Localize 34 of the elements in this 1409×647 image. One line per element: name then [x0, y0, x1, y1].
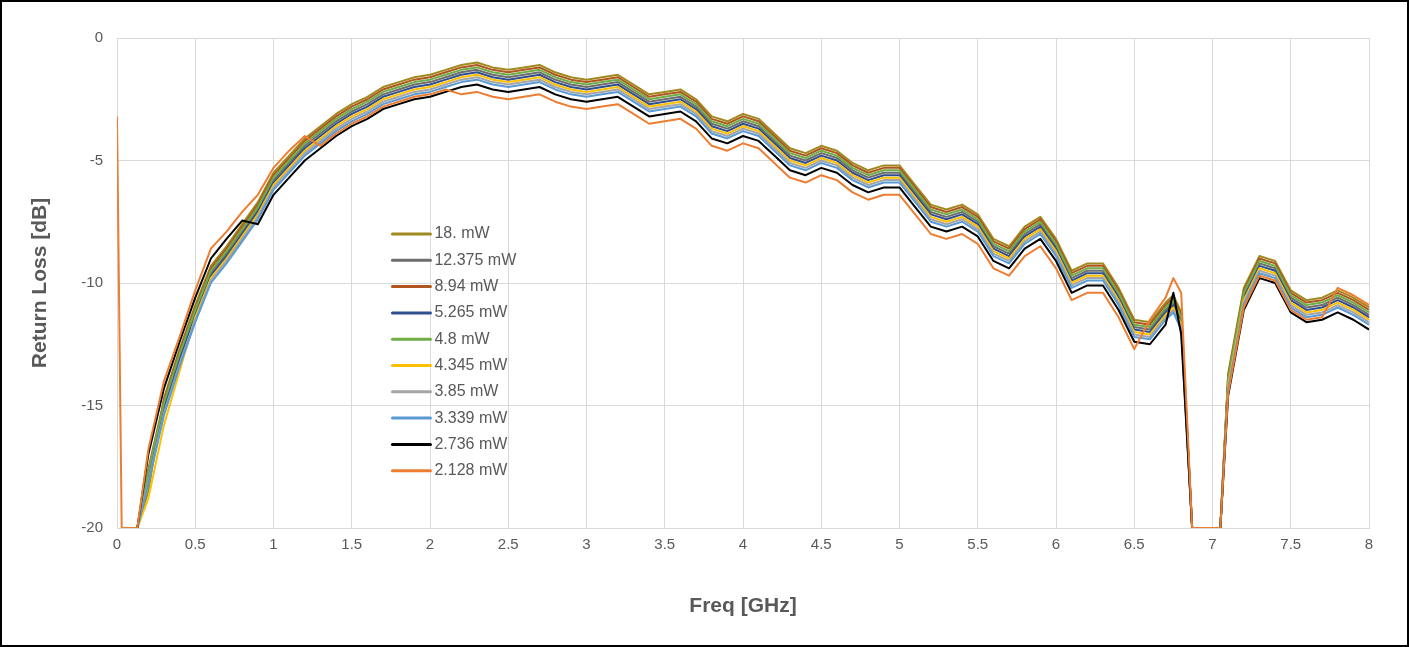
x-tick-label: 7 [1208, 535, 1217, 553]
x-tick-label: 0.5 [184, 535, 206, 553]
x-tick-label: 4.5 [810, 535, 832, 553]
y-tick-label: -15 [81, 395, 103, 413]
x-tick-label: 3.5 [654, 535, 676, 553]
x-tick-label: 6 [1051, 535, 1061, 553]
x-axis-title: Freq [GHz] [689, 593, 797, 617]
legend-label: 4.345 mW [434, 355, 509, 373]
x-tick-label: 4 [738, 535, 748, 553]
y-tick-label: -5 [89, 150, 103, 168]
x-tick-label: 2.5 [497, 535, 519, 553]
x-tick-label: 2 [425, 535, 435, 553]
y-tick-label: -20 [81, 518, 103, 536]
x-tick-label: 0 [112, 535, 122, 553]
legend-label: 3.85 mW [434, 382, 500, 400]
legend-label: 12.375 mW [434, 250, 518, 268]
legend-label: 2.736 mW [434, 434, 509, 452]
y-tick-label: 0 [94, 28, 103, 46]
y-axis-title: Return Loss [dB] [27, 197, 51, 369]
x-tick-label: 5.5 [967, 535, 989, 553]
x-tick-label: 1.5 [341, 535, 363, 553]
x-tick-label: 7.5 [1280, 535, 1302, 553]
x-tick-label: 6.5 [1123, 535, 1145, 553]
x-tick-label: 3 [582, 535, 591, 553]
y-tick-label: -10 [81, 273, 103, 291]
legend-label: 5.265 mW [434, 303, 509, 321]
legend-label: 4.8 mW [434, 329, 491, 347]
legend-label: 8.94 mW [434, 277, 500, 295]
legend-label: 2.128 mW [434, 461, 509, 479]
x-tick-label: 1 [269, 535, 278, 553]
x-tick-label: 8 [1364, 535, 1374, 553]
legend-label: 3.339 mW [434, 408, 509, 426]
legend-label: 18. mW [434, 224, 491, 242]
x-tick-label: 5 [895, 535, 904, 553]
